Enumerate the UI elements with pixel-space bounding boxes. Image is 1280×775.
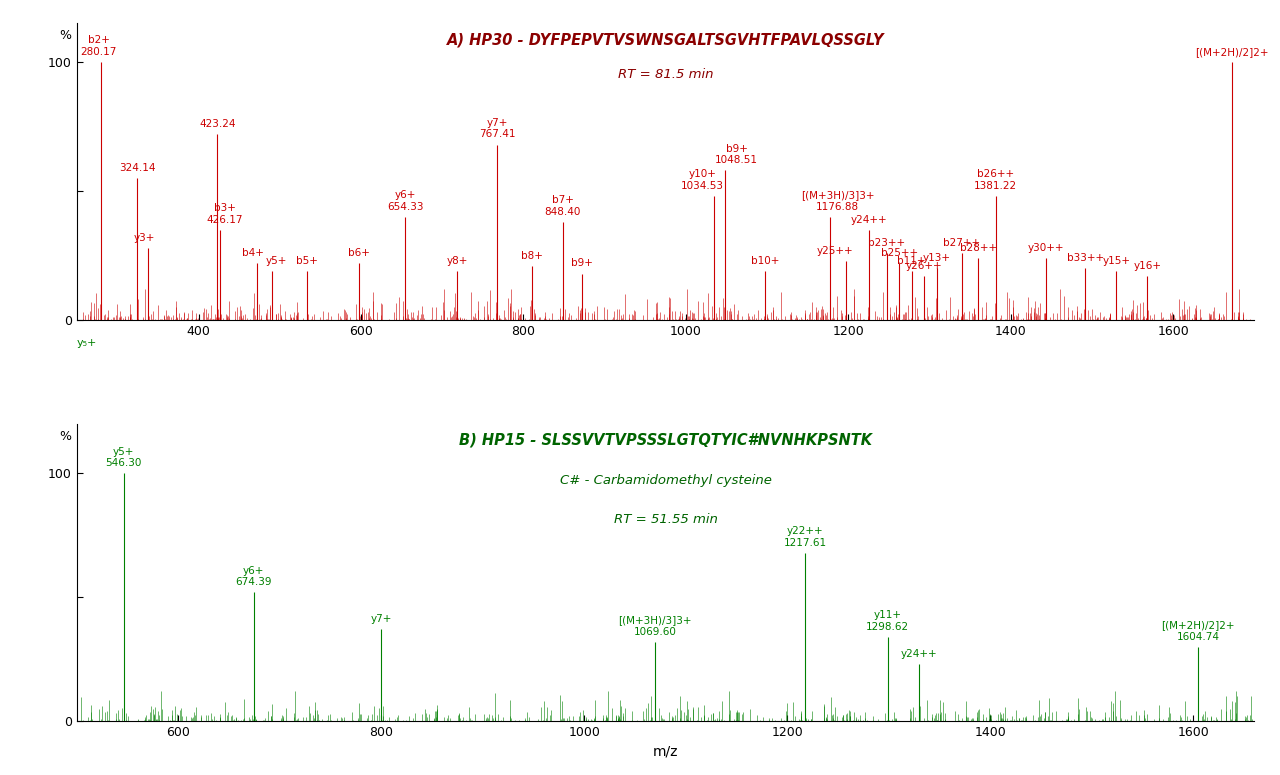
Text: y22++
1217.61: y22++ 1217.61 [783,526,827,548]
Text: y6+
674.39: y6+ 674.39 [236,566,273,587]
Text: y8+: y8+ [447,256,467,266]
Text: b9+
1048.51: b9+ 1048.51 [716,143,758,165]
Text: C# - Carbamidomethyl cysteine: C# - Carbamidomethyl cysteine [559,474,772,487]
Text: y₅+: y₅+ [77,338,97,348]
Text: b11+: b11+ [897,256,925,266]
Text: b9+: b9+ [571,258,593,268]
Text: b6+: b6+ [348,248,370,258]
Text: y15+: y15+ [1102,256,1130,266]
Text: y3+: y3+ [133,232,155,243]
Text: b10+: b10+ [751,256,780,266]
Text: b27++: b27++ [943,238,980,248]
Text: RT = 81.5 min: RT = 81.5 min [618,67,713,81]
Text: y7+: y7+ [371,615,392,625]
Text: b25++: b25++ [881,248,918,258]
Text: y6+
654.33: y6+ 654.33 [387,190,424,212]
Text: b2+
280.17: b2+ 280.17 [81,35,116,57]
Text: [(M+3H)/3]3+
1176.88: [(M+3H)/3]3+ 1176.88 [801,190,874,212]
Text: y5+: y5+ [266,256,287,266]
Text: y10+
1034.53: y10+ 1034.53 [681,170,724,191]
Text: [(M+2H)/2]2+: [(M+2H)/2]2+ [1196,46,1268,57]
Text: y24++: y24++ [901,649,938,659]
Text: RT = 51.55 min: RT = 51.55 min [613,513,718,526]
Text: y11+
1298.62: y11+ 1298.62 [867,610,909,632]
Text: y26++: y26++ [905,261,942,271]
Text: B) HP15 - SLSSVVTVPSSSLGTQTYIC#NVNHKPSNTK: B) HP15 - SLSSVVTVPSSSLGTQTYIC#NVNHKPSNT… [460,433,872,448]
Text: b33++: b33++ [1068,253,1105,264]
Text: y5+
546.30: y5+ 546.30 [106,447,142,468]
Text: %: % [59,29,70,42]
Text: y16+: y16+ [1133,261,1161,271]
Text: b7+
848.40: b7+ 848.40 [544,195,581,217]
Text: y24++: y24++ [851,215,888,225]
Text: %: % [59,430,70,443]
Text: y25++: y25++ [817,246,852,256]
X-axis label: m/z: m/z [653,744,678,758]
Text: y30++: y30++ [1028,243,1064,253]
Text: b5+: b5+ [296,256,317,266]
Text: b8+: b8+ [521,250,543,260]
Text: A) HP30 - DYFPEPVTVSWNSGALTSGVHTFPAVLQSSGLY: A) HP30 - DYFPEPVTVSWNSGALTSGVHTFPAVLQSS… [447,32,884,47]
Text: y7+
767.41: y7+ 767.41 [479,118,516,140]
Text: y13+: y13+ [923,253,951,264]
Text: b26++
1381.22: b26++ 1381.22 [974,170,1018,191]
Text: b3+
426.17: b3+ 426.17 [206,203,243,225]
Text: 324.14: 324.14 [119,163,155,173]
Text: [(M+2H)/2]2+
1604.74: [(M+2H)/2]2+ 1604.74 [1161,620,1235,642]
Text: b28++: b28++ [960,243,997,253]
Text: b23++: b23++ [868,238,905,248]
Text: [(M+3H)/3]3+
1069.60: [(M+3H)/3]3+ 1069.60 [618,615,691,636]
Text: b4+: b4+ [242,248,264,258]
Text: 423.24: 423.24 [200,119,236,129]
